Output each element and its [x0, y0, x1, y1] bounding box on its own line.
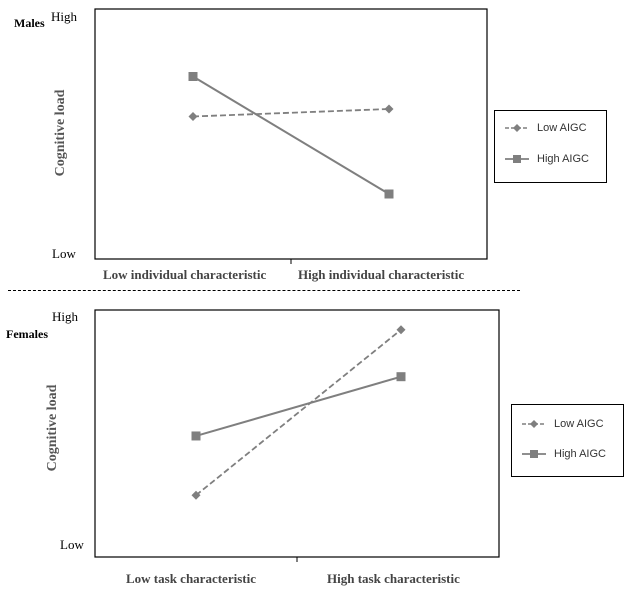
males-legend-label-high-aigc: High AIGC	[537, 153, 589, 165]
females-legend-item-low-aigc: Low AIGC	[520, 418, 604, 430]
females-legend: Low AIGC High AIGC	[511, 404, 624, 477]
females-xtick-high: High task characteristic	[327, 571, 460, 586]
males-series-line-low-aigc	[192, 108, 390, 118]
females-ytick-high: High	[52, 309, 78, 324]
panel-divider	[8, 290, 520, 291]
solid-square-line-icon	[505, 155, 529, 163]
males-point-low-aigc-0	[188, 112, 198, 121]
dashed-diamond-line-icon	[505, 124, 529, 132]
females-point-high-aigc-1	[396, 372, 406, 382]
males-series-line-high-aigc	[192, 75, 390, 195]
females-point-low-aigc-0	[191, 490, 201, 500]
females-point-high-aigc-0	[191, 431, 201, 441]
dashed-diamond-line-icon	[522, 420, 546, 428]
males-plot-frame	[94, 8, 488, 260]
females-panel-label: Females	[6, 327, 48, 341]
males-legend-item-low-aigc: Low AIGC	[503, 122, 587, 134]
females-series-line-high-aigc	[195, 375, 402, 437]
females-ytick-low: Low	[60, 537, 84, 552]
males-point-high-aigc-1	[384, 189, 394, 199]
females-legend-item-high-aigc: High AIGC	[520, 448, 606, 460]
females-legend-label-low-aigc: Low AIGC	[554, 418, 604, 430]
females-legend-label-high-aigc: High AIGC	[554, 448, 606, 460]
males-ytick-low: Low	[52, 246, 76, 261]
males-xtick-high: High individual characteristic	[298, 267, 465, 282]
males-legend-label-low-aigc: Low AIGC	[537, 122, 587, 134]
males-ytick-high: High	[51, 9, 77, 24]
females-series-line-low-aigc	[195, 329, 402, 496]
females-point-low-aigc-1	[396, 325, 406, 335]
solid-square-line-icon	[522, 450, 546, 458]
males-point-high-aigc-0	[188, 72, 198, 81]
males-legend-item-high-aigc: High AIGC	[503, 153, 589, 165]
females-plot-frame	[94, 309, 500, 558]
males-panel-label: Males	[14, 16, 45, 30]
males-legend: Low AIGC High AIGC	[494, 110, 607, 183]
females-xtick-low: Low task characteristic	[126, 571, 256, 586]
males-point-low-aigc-1	[384, 104, 394, 114]
males-xtick-low: Low individual characteristic	[103, 267, 267, 282]
